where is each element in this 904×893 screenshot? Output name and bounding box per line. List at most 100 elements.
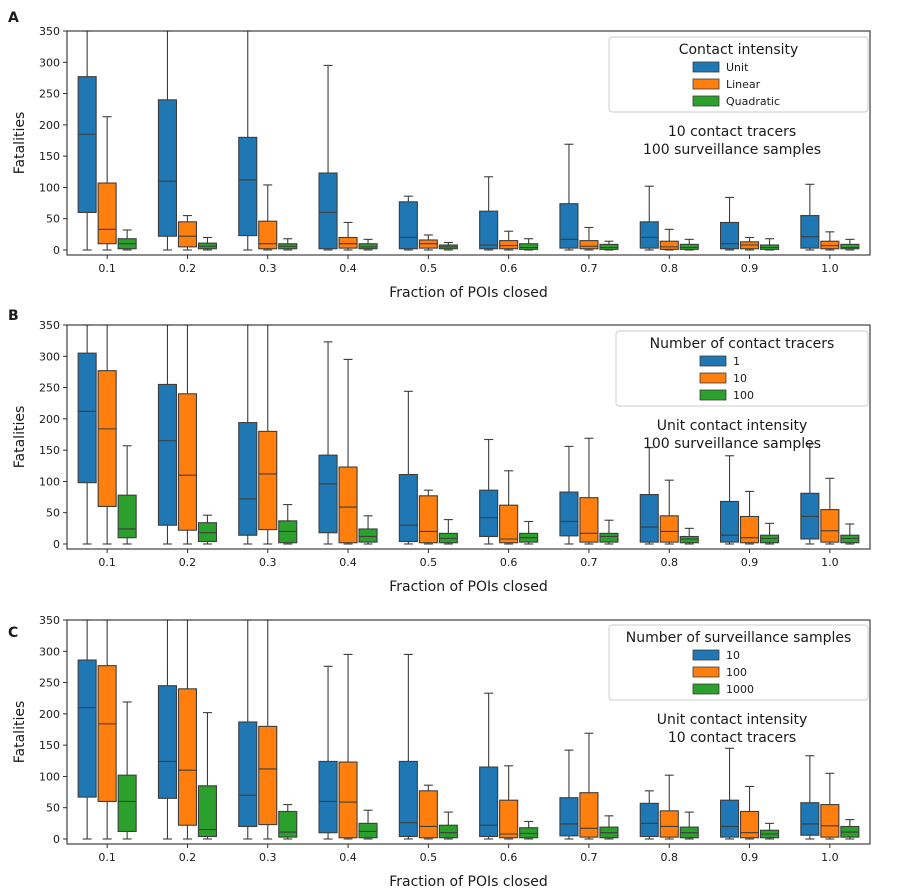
box-quadratic-1.0 [840, 238, 860, 251]
box-iqr [238, 721, 258, 828]
box-10-0.2 [177, 324, 197, 545]
box-quadratic-0.4 [358, 238, 378, 251]
box-iqr [258, 725, 278, 826]
box-iqr [177, 688, 197, 826]
box-iqr [719, 500, 740, 543]
box-iqr [117, 494, 137, 539]
x-tick-label: 0.1 [98, 556, 116, 569]
box-1-0.6 [479, 438, 499, 545]
box-10-0.5 [398, 653, 418, 840]
box-quadratic-0.7 [599, 240, 619, 251]
legend-frame [608, 624, 869, 701]
y-tick-label: 350 [39, 319, 60, 332]
box-iqr [398, 201, 418, 250]
x-tick-label: 1.0 [821, 556, 839, 569]
box-iqr [358, 528, 378, 543]
box-10-0.4 [338, 358, 358, 545]
plot-frame [66, 30, 871, 256]
legend-swatch [692, 78, 720, 90]
box-iqr [238, 136, 258, 237]
box-iqr [639, 802, 659, 838]
legend-entry-label: 1000 [726, 683, 754, 696]
y-tick-label: 0 [53, 833, 60, 846]
box-iqr [679, 535, 699, 544]
box-1-0.1 [77, 324, 97, 545]
box-1000-0.2 [197, 712, 217, 840]
box-iqr [318, 172, 338, 250]
box-unit-0.1 [77, 30, 97, 251]
box-unit-0.2 [157, 30, 177, 251]
box-unit-0.4 [318, 64, 338, 251]
box-10-0.6 [479, 692, 499, 840]
box-1-0.2 [157, 324, 177, 545]
box-iqr [358, 822, 378, 839]
x-tick-label: 0.9 [741, 262, 759, 275]
x-axis-label: Fraction of POIs closed [389, 874, 548, 890]
box-iqr [719, 799, 740, 838]
legend-entry-label: 100 [726, 666, 747, 679]
plot-frame [66, 619, 871, 845]
box-1000-0.6 [519, 820, 539, 840]
legend-entry-label: Linear [726, 78, 761, 91]
box-100-0.7 [579, 732, 599, 840]
y-axis-label: Fatalities [12, 406, 28, 468]
x-tick-label: 0.9 [741, 556, 759, 569]
box-iqr [278, 810, 298, 838]
legend-title: Contact intensity [679, 42, 799, 58]
box-iqr [659, 810, 679, 838]
box-iqr [197, 522, 217, 543]
box-linear-0.9 [739, 236, 760, 251]
legend-swatch [692, 61, 720, 73]
box-1000-1.0 [840, 819, 860, 840]
x-axis-label: Fraction of POIs closed [389, 579, 548, 595]
box-linear-0.7 [579, 226, 599, 251]
x-tick-label: 0.4 [339, 851, 357, 864]
x-tick-label: 0.5 [420, 556, 438, 569]
box-iqr [579, 497, 599, 543]
chart-panel-a: A 0 50 100 150 200 250 300 350 0.1 0.2 0.3 0.4 0.5 0.6… [8, 10, 871, 301]
x-tick-label: 0.4 [339, 262, 357, 275]
box-iqr [800, 802, 820, 836]
legend-frame [615, 330, 869, 407]
box-quadratic-0.9 [759, 238, 780, 251]
box-iqr [840, 534, 860, 544]
box-unit-0.7 [559, 143, 579, 251]
x-tick-label: 0.5 [420, 851, 438, 864]
y-tick-label: 200 [39, 708, 60, 721]
box-iqr [77, 659, 97, 798]
x-tick-label: 0.2 [179, 851, 197, 864]
box-iqr [157, 99, 177, 237]
panel-letter: C [8, 625, 18, 641]
box-1000-0.7 [599, 815, 619, 840]
box-10-0.7 [579, 437, 599, 545]
box-10-0.8 [659, 479, 679, 545]
box-quadratic-0.8 [679, 238, 699, 251]
box-iqr [820, 240, 840, 250]
box-100-0.5 [418, 784, 438, 840]
x-tick-label: 0.6 [500, 556, 518, 569]
box-100-0.1 [117, 445, 137, 545]
box-linear-0.6 [499, 230, 519, 251]
y-tick-label: 50 [46, 507, 60, 520]
box-10-0.2 [157, 619, 177, 840]
y-axis-label: Fatalities [12, 701, 28, 763]
box-10-0.4 [318, 665, 338, 840]
box-iqr [157, 383, 177, 526]
x-tick-label: 0.8 [661, 556, 679, 569]
box-quadratic-0.6 [519, 238, 539, 251]
legend-swatch [699, 355, 727, 367]
box-quadratic-0.2 [197, 236, 217, 251]
y-tick-label: 50 [46, 213, 60, 226]
box-unit-0.9 [719, 196, 740, 251]
box-1-0.9 [719, 455, 740, 545]
box-unit-0.8 [639, 185, 659, 251]
y-tick-label: 100 [39, 181, 60, 194]
box-10-0.7 [559, 749, 579, 840]
box-1000-0.4 [358, 809, 378, 840]
x-tick-label: 0.1 [98, 262, 116, 275]
box-10-0.1 [97, 324, 117, 545]
box-linear-1.0 [820, 231, 840, 251]
box-10-0.1 [77, 619, 97, 840]
annotation-line: Unit contact intensity [657, 418, 808, 434]
